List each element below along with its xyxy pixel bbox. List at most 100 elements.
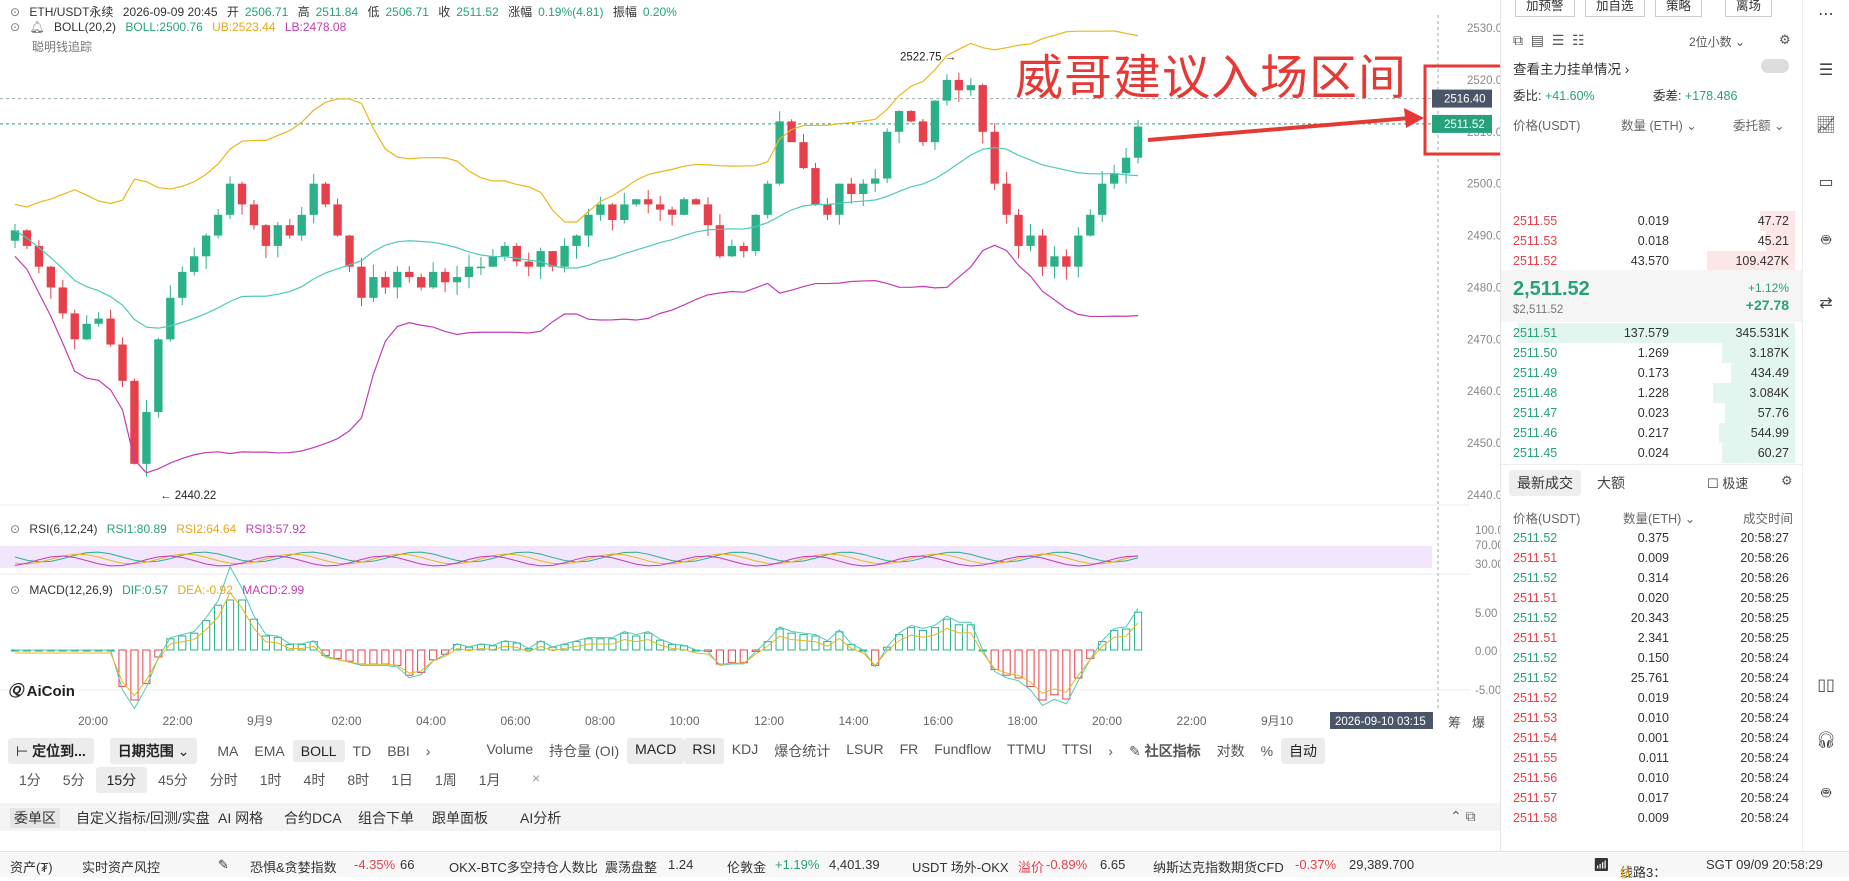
strategy-label[interactable]: 聪明钱追踪 — [32, 40, 93, 54]
interval-tab[interactable]: 1分 — [19, 772, 41, 788]
headset-icon[interactable]: 🎧︎ — [1815, 732, 1837, 749]
top-button[interactable]: 加预警 — [1515, 0, 1575, 17]
percent-toggle[interactable]: % — [1260, 743, 1274, 759]
bottom-tab[interactable]: 跟单面板 — [432, 810, 488, 826]
overlay-boll[interactable]: BOLL — [292, 740, 345, 762]
sub-indicator-tab[interactable]: TTMU — [1007, 741, 1046, 757]
sub-indicator-tab[interactable]: KDJ — [731, 741, 759, 757]
orderbook-row[interactable]: 2511.51 137.579 345.531K — [1501, 323, 1803, 343]
bottom-tab[interactable]: AI分析 — [520, 810, 562, 826]
locate-button[interactable]: ⊢ 定位到... — [8, 738, 94, 764]
nasdaq-label[interactable]: 纳斯达克指数期货CFD — [1153, 860, 1284, 875]
orderbook-row[interactable]: 2511.50 1.269 3.187K — [1501, 343, 1803, 363]
gold-label[interactable]: 伦敦金 — [727, 860, 767, 875]
bottom-tab[interactable]: 组合下单 — [358, 810, 414, 826]
assistant-icon[interactable]: 🤖︎ — [1821, 785, 1831, 802]
orderbook-row[interactable]: 2511.53 0.018 45.21 — [1501, 231, 1803, 251]
overlay-td[interactable]: TD — [352, 743, 372, 759]
orderbook-row[interactable]: 2511.46 0.217 544.99 — [1501, 423, 1803, 443]
interval-tab[interactable]: 15分 — [95, 767, 148, 793]
bottom-tab[interactable]: 合约DCA — [284, 810, 342, 826]
interval-tab[interactable]: 1时 — [259, 772, 282, 788]
community-indicator-button[interactable]: ✎ 社区指标 — [1128, 743, 1201, 759]
sub-indicator-tab[interactable]: 爆仓统计 — [774, 743, 831, 759]
sub-indicator-tab[interactable]: Fundflow — [934, 741, 992, 757]
bottom-tab[interactable]: 委单区 — [10, 808, 60, 828]
settings-icon[interactable]: ⚙ — [1781, 473, 1793, 488]
sub-indicator-tab[interactable]: RSI — [684, 738, 724, 764]
okx-ratio-label[interactable]: OKX-BTC多空持仓人数比 — [449, 860, 598, 875]
chart-area[interactable]: 2530.002520.002510.002500.002490.002480.… — [0, 0, 1500, 735]
edit-icon[interactable]: ✎ — [218, 857, 229, 872]
fast-checkbox[interactable]: ☐ 极速 — [1707, 476, 1749, 491]
chart-icon[interactable]: 📈︎ — [1815, 117, 1837, 134]
bell-icon[interactable]: 🔔︎ — [29, 20, 45, 34]
sub-indicator-tab[interactable]: FR — [899, 741, 919, 757]
usdt-label[interactable]: USDT 场外-OKX — [912, 860, 1009, 875]
order-diff: 委差: +178.486 — [1653, 89, 1738, 103]
top-button[interactable]: 加自选 — [1585, 0, 1645, 17]
orderbook-row[interactable]: 2511.49 0.173 434.49 — [1501, 363, 1803, 383]
collapse-icon[interactable]: ⊙ — [10, 583, 21, 597]
etf-icon[interactable]: ▭ — [1818, 174, 1834, 191]
interval-tab[interactable]: 1月 — [478, 772, 501, 788]
swap-icon[interactable]: ⇄ — [1819, 295, 1833, 312]
settings-icon[interactable]: ⚙ — [1779, 32, 1791, 47]
list-icon[interactable]: ☰ — [1818, 62, 1834, 79]
overlay-ma[interactable]: MA — [217, 743, 239, 759]
interval-tab[interactable]: 45分 — [158, 772, 188, 788]
chevron-right-icon[interactable]: › — [425, 743, 431, 759]
main-orders-toggle[interactable] — [1761, 59, 1789, 73]
orderbook-row[interactable]: 2511.52 43.570 109.427K — [1501, 251, 1803, 271]
date-range-button[interactable]: 日期范围 ⌄ — [109, 738, 198, 764]
bottom-tab[interactable]: 自定义指标/回测/实盘 — [76, 810, 210, 826]
assets-label[interactable]: 资产(₮) — [10, 860, 53, 875]
collapse-icon[interactable]: ⊙ — [10, 20, 21, 34]
overlay-ema[interactable]: EMA — [254, 743, 285, 759]
decimals-select[interactable]: 2位小数 ⌄ — [1689, 35, 1746, 49]
interval-tab[interactable]: 分时 — [209, 772, 238, 788]
axis-tool-label[interactable]: 筹 — [1448, 715, 1461, 731]
tab-latest-trades[interactable]: 最新成交 — [1509, 470, 1581, 496]
interval-tab[interactable]: 5分 — [62, 772, 85, 788]
kline-chart[interactable]: 2530.002520.002510.002500.002490.002480.… — [0, 0, 1500, 735]
sub-indicator-tab[interactable]: TTSI — [1061, 741, 1093, 757]
interval-tab[interactable]: 1日 — [391, 772, 413, 788]
orderbook-row[interactable]: 2511.47 0.023 57.76 — [1501, 403, 1803, 423]
trades-col-qty[interactable]: 数量(ETH) ⌄ — [1623, 512, 1696, 526]
sub-indicator-tab[interactable]: LSUR — [846, 741, 884, 757]
robot-icon[interactable]: 🤖︎ — [1821, 232, 1831, 249]
close-icon[interactable]: × — [532, 770, 541, 786]
orderbook-row[interactable]: 2511.55 0.019 47.72 — [1501, 211, 1803, 231]
macd-histogram-bar — [225, 599, 235, 651]
interval-tab[interactable]: 8时 — [347, 772, 370, 788]
sub-indicator-tab[interactable]: Volume — [486, 741, 534, 757]
orderbook-view-icons[interactable]: ⧉ ▤ ☰ ☷ — [1513, 32, 1585, 48]
axis-tool-label[interactable]: 爆 — [1472, 716, 1485, 731]
orderbook-row[interactable]: 2511.48 1.228 3.084K — [1501, 383, 1803, 403]
macd-histogram-bar — [237, 599, 247, 651]
orderbook-row[interactable]: 2511.45 0.024 60.27 — [1501, 443, 1803, 463]
collapse-icon[interactable]: ⊙ — [10, 5, 21, 19]
bottom-tab[interactable]: AI 网格 — [218, 810, 264, 826]
sub-indicator-tab[interactable]: 持仓量 (OI) — [549, 743, 620, 759]
main-orders-link[interactable]: 查看主力挂单情况 › — [1513, 62, 1630, 77]
layout-icon[interactable]: ▯▯ — [1817, 677, 1835, 694]
top-button[interactable]: 离场 — [1725, 0, 1773, 17]
risk-link[interactable]: 实时资产风控 — [82, 860, 161, 875]
col-total-header[interactable]: 委托额 ⌄ — [1733, 119, 1785, 133]
fear-label[interactable]: 恐惧&贪婪指数 — [250, 860, 337, 875]
auto-toggle[interactable]: 自动 — [1281, 738, 1326, 764]
chevron-right-icon[interactable]: › — [1108, 743, 1113, 759]
tab-large-trades[interactable]: 大额 — [1597, 475, 1625, 491]
sub-indicator-tab[interactable]: MACD — [627, 738, 685, 764]
interval-tab[interactable]: 1周 — [434, 772, 457, 788]
col-qty-header[interactable]: 数量 (ETH) ⌄ — [1621, 119, 1697, 133]
collapse-panel-icon[interactable]: ⌃ ⧉ — [1450, 808, 1476, 824]
log-toggle[interactable]: 对数 — [1216, 743, 1245, 759]
interval-tab[interactable]: 4时 — [303, 772, 326, 788]
collapse-icon[interactable]: ⊙ — [10, 522, 21, 536]
overlay-bbi[interactable]: BBI — [387, 743, 410, 759]
more-icon[interactable]: ⋯ — [1818, 6, 1834, 23]
top-button[interactable]: 策略 — [1655, 0, 1703, 17]
